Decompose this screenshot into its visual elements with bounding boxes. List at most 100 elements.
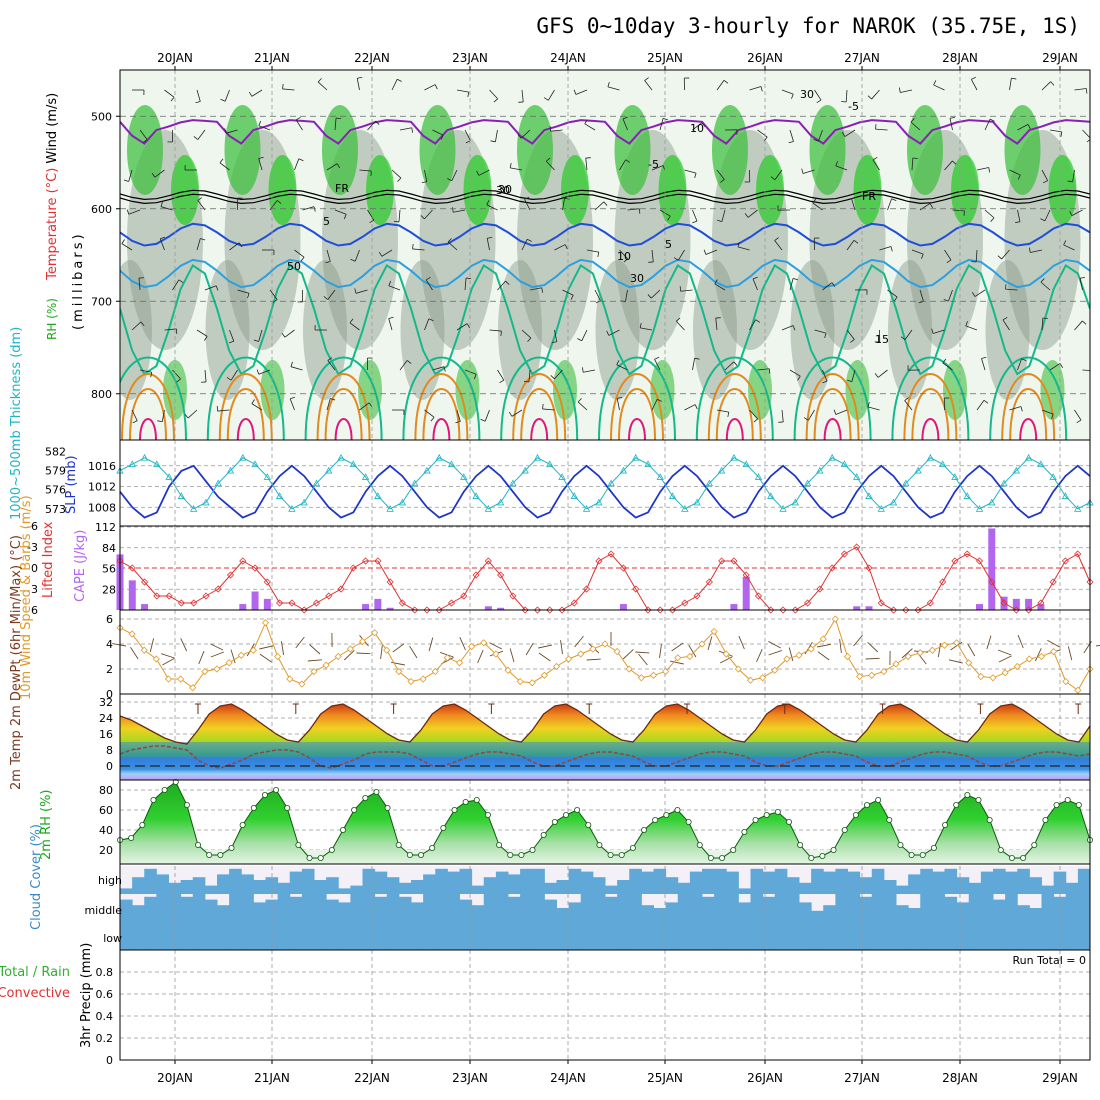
contour-label: -5 bbox=[848, 100, 859, 113]
wind-barb-flag bbox=[673, 257, 679, 261]
wind-barb-flag bbox=[890, 246, 893, 252]
wind-speed-point bbox=[831, 615, 839, 623]
wind-speed-point bbox=[1013, 662, 1021, 671]
surface-wind-barb bbox=[459, 637, 466, 651]
wind-barb bbox=[705, 249, 718, 255]
cape-bar bbox=[975, 604, 983, 610]
cloud-bar-high bbox=[398, 882, 412, 894]
wind-barb bbox=[290, 366, 303, 371]
cloud-bar-middle bbox=[871, 894, 885, 922]
wind-barb-flag bbox=[616, 360, 620, 365]
contour-label: 30 bbox=[496, 184, 510, 197]
wind-barb bbox=[867, 406, 880, 411]
warm-dome bbox=[793, 356, 872, 440]
lifted-index-point bbox=[939, 578, 947, 586]
surface-wind-barb bbox=[659, 644, 662, 659]
wind-barb-flag bbox=[397, 78, 402, 82]
wind-barb bbox=[164, 328, 177, 331]
rh2m-point bbox=[273, 787, 280, 794]
surface-wind-barb bbox=[1047, 639, 1060, 648]
wind-barb-flag bbox=[276, 200, 282, 204]
thickness-point bbox=[386, 505, 394, 512]
wind-barb bbox=[161, 409, 165, 422]
wind-barb-flag bbox=[253, 339, 259, 342]
cloud-bar-middle bbox=[568, 902, 582, 922]
rh-shade-low bbox=[943, 360, 967, 420]
lifted-index-point bbox=[435, 606, 443, 614]
cape-tick-label: 84 bbox=[102, 542, 116, 555]
cloud-bar-low bbox=[726, 922, 739, 950]
rh2m-point bbox=[908, 852, 915, 859]
wind-barb-flag bbox=[990, 217, 995, 222]
wind-barb bbox=[789, 129, 794, 142]
cape-tick-label: 112 bbox=[95, 521, 116, 534]
wind-barb-flag bbox=[582, 367, 584, 373]
cloud-bar-high bbox=[920, 868, 933, 894]
wind-barb-flag bbox=[1076, 419, 1082, 424]
cloud-bar-low bbox=[799, 922, 812, 950]
wind-barb-flag bbox=[703, 249, 707, 255]
wind-barb bbox=[359, 169, 372, 172]
cape-tick-label: 56 bbox=[102, 563, 116, 576]
wind-barb-flag bbox=[577, 398, 582, 403]
lifted-index-point bbox=[251, 564, 259, 572]
wind-barb bbox=[478, 169, 490, 176]
wind-barb bbox=[1082, 369, 1090, 371]
warm-dome bbox=[911, 388, 950, 440]
svg-text:RH (%) Temperature (°C: RH (%) Temperature (°C) Wind (m/s) bbox=[45, 93, 60, 340]
wind-speed-point bbox=[601, 640, 609, 648]
wind-barb-flag bbox=[988, 167, 991, 173]
cape-bar bbox=[1025, 598, 1033, 610]
lifted-index-point bbox=[583, 585, 591, 593]
wind-barb bbox=[871, 89, 880, 100]
rh-shade-green bbox=[712, 105, 748, 195]
cloud-bar-low bbox=[944, 922, 958, 950]
wind-barb-flag bbox=[812, 198, 817, 204]
wind-barb-flag bbox=[325, 261, 331, 264]
wind-barb bbox=[1074, 320, 1083, 331]
wind-barb-flag bbox=[349, 318, 354, 324]
warm-dome bbox=[707, 373, 762, 440]
cloud-bar-high bbox=[811, 868, 824, 894]
cloud-bar-low bbox=[871, 922, 885, 950]
rh2m-point bbox=[763, 812, 770, 819]
slp-thickness-series bbox=[116, 453, 1094, 519]
date-label-top: 22JAN bbox=[354, 51, 390, 65]
wind-barb bbox=[562, 289, 574, 296]
cloud-bar-low bbox=[144, 922, 157, 950]
warm-dome bbox=[1009, 388, 1048, 440]
thickness-point bbox=[153, 460, 161, 468]
wind-barb bbox=[424, 84, 436, 91]
thickness-point bbox=[1049, 473, 1057, 480]
wind-barb bbox=[225, 129, 238, 134]
thickness-tick-label: 573 bbox=[45, 503, 66, 516]
rh2m-point bbox=[1064, 797, 1071, 804]
thickness-point bbox=[902, 479, 910, 487]
wind-barb-flag bbox=[327, 357, 333, 361]
cloud-bar-high bbox=[350, 885, 363, 894]
wind-barb-flag bbox=[1017, 174, 1021, 180]
warm-dome bbox=[129, 388, 167, 440]
wind-barb-flag bbox=[833, 409, 837, 415]
wind-barb bbox=[425, 279, 433, 291]
lifted-index-point bbox=[546, 606, 554, 614]
contour-label: 10 bbox=[617, 250, 631, 263]
rh2m-point bbox=[585, 822, 592, 829]
wind-barb bbox=[910, 121, 921, 131]
wind-barb bbox=[424, 318, 430, 331]
wind-barb bbox=[269, 289, 278, 300]
wind-barb bbox=[204, 369, 207, 382]
isotherm-15 bbox=[120, 263, 1090, 376]
wind-barb-flag bbox=[247, 293, 250, 299]
wind-barb bbox=[546, 160, 555, 171]
lifted-index-point bbox=[619, 564, 627, 572]
wind-barb-flag bbox=[971, 76, 977, 80]
contour-label: 50 bbox=[287, 260, 301, 273]
date-label-bottom: 23JAN bbox=[452, 1071, 488, 1085]
thickness-point bbox=[374, 492, 382, 499]
thickness-point bbox=[644, 460, 652, 468]
cloud-bar-high bbox=[229, 868, 242, 894]
rh2m-point bbox=[707, 855, 714, 862]
rh2m-point bbox=[518, 852, 525, 859]
